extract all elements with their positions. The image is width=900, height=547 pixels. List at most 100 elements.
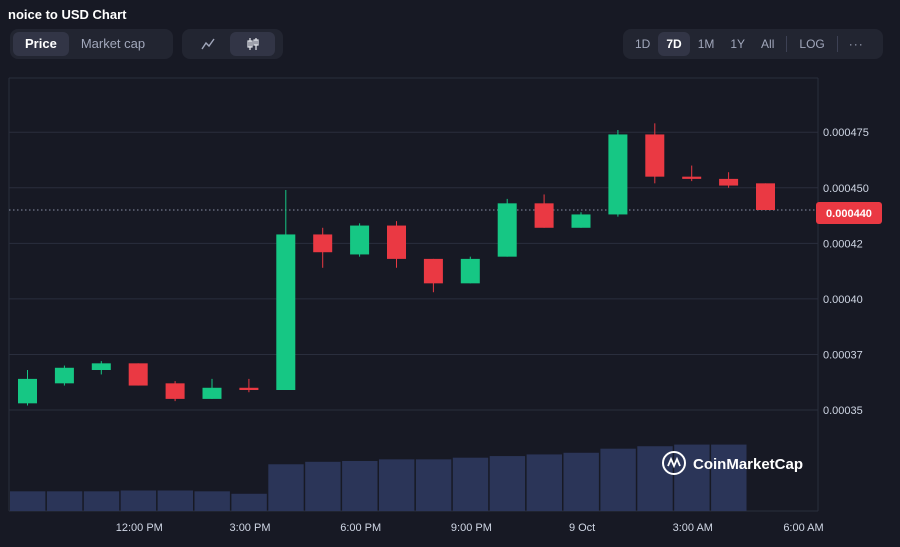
candle	[202, 378, 222, 399]
volume-bar	[120, 490, 157, 511]
candle	[460, 256, 480, 284]
x-tick-label: 12:00 PM	[116, 522, 163, 534]
candle-body	[202, 387, 222, 399]
chart-type-toggle	[182, 29, 283, 59]
candle-body	[165, 383, 185, 399]
candle-body	[313, 234, 333, 253]
watermark: CoinMarketCap	[662, 451, 803, 475]
candle-body	[18, 378, 37, 404]
volume-bar	[305, 461, 341, 511]
candle	[423, 258, 443, 293]
current-price-badge	[816, 202, 882, 224]
candlestick-chart-icon	[246, 38, 259, 50]
candle	[682, 165, 702, 182]
volume-bar	[268, 464, 304, 511]
volume-bar	[526, 454, 562, 511]
current-price-indicator: 0.000440	[816, 202, 882, 224]
candle-body	[497, 203, 517, 257]
candle	[239, 378, 259, 393]
candle	[645, 123, 665, 184]
x-tick-label: 6:00 PM	[340, 522, 381, 534]
range-1d-button[interactable]: 1D	[635, 37, 651, 51]
candle	[571, 212, 591, 228]
candle-body	[534, 203, 554, 228]
candle-body	[460, 258, 480, 284]
x-tick-label: 9 Oct	[569, 522, 595, 534]
x-tick-label: 3:00 AM	[673, 522, 713, 534]
candle-body	[239, 387, 259, 390]
volume-bar	[231, 493, 267, 511]
time-range-toggle: 1D 7D 1M 1Y All LOG ···	[623, 29, 883, 59]
axes: 0.000475 0.000450 0.00042 0.00040 0.00037 0.0…	[116, 127, 869, 534]
range-7d-button[interactable]: 7D	[658, 32, 690, 56]
candle	[18, 370, 37, 406]
line-chart-icon	[200, 38, 215, 50]
candle-body	[387, 225, 406, 259]
volume-bar	[46, 491, 83, 511]
coinmarketcap-logo-icon	[662, 451, 686, 475]
volume-bar	[563, 452, 599, 511]
candle-body	[54, 367, 74, 384]
volume-bar	[711, 444, 747, 511]
candle	[128, 363, 148, 386]
candle	[54, 365, 74, 386]
more-options-button[interactable]: ···	[848, 37, 864, 51]
volume-bar	[674, 444, 710, 511]
y-tick-label: 0.00035	[823, 405, 863, 417]
chart-title: noice to USD Chart	[8, 7, 127, 22]
candle	[91, 361, 111, 375]
candle-body	[350, 225, 370, 255]
y-tick-label: 0.000450	[823, 183, 869, 195]
y-tick-label: 0.00042	[823, 238, 863, 250]
volume-bar	[637, 446, 673, 511]
candle-body	[128, 363, 148, 386]
metric-toggle: Price Market cap	[10, 29, 173, 59]
candle-body	[571, 214, 591, 228]
candle-body	[91, 363, 111, 370]
volume-bars	[10, 444, 747, 511]
tab-market-cap[interactable]: Market cap	[80, 36, 146, 51]
volume-bar	[415, 459, 452, 511]
candle	[497, 198, 517, 257]
candlestick-chart-button[interactable]	[230, 32, 275, 56]
range-1y-button[interactable]: 1Y	[730, 37, 746, 51]
divider	[786, 36, 788, 52]
candle-body	[645, 134, 665, 177]
candle-body	[682, 176, 702, 179]
volume-bar	[10, 491, 46, 511]
volume-bar	[379, 459, 415, 511]
range-1m-button[interactable]: 1M	[697, 37, 715, 51]
divider	[836, 36, 838, 52]
x-tick-label: 6:00 AM	[783, 522, 823, 534]
tab-price[interactable]: Price	[13, 32, 69, 56]
volume-bar	[342, 460, 378, 511]
current-price-label: 0.000440	[826, 208, 872, 220]
candle	[608, 130, 628, 217]
log-scale-button[interactable]: LOG	[799, 37, 825, 51]
candlesticks	[18, 123, 775, 406]
candle	[165, 381, 185, 402]
candle-body	[608, 134, 628, 215]
candle	[534, 194, 554, 228]
candle	[350, 223, 370, 257]
candle	[719, 172, 739, 188]
volume-bar	[489, 456, 526, 511]
candle-body	[756, 183, 775, 210]
candle-body	[719, 178, 739, 186]
volume-bar	[157, 490, 193, 511]
candle	[276, 190, 296, 390]
volume-bar	[600, 448, 636, 511]
watermark-text: CoinMarketCap	[693, 456, 803, 473]
y-tick-label: 0.00037	[823, 349, 863, 361]
candle-body	[276, 234, 296, 390]
candle-body	[423, 258, 443, 284]
volume-bar	[452, 457, 489, 511]
line-chart-button[interactable]	[185, 32, 230, 56]
x-tick-label: 9:00 PM	[451, 522, 492, 534]
volume-bar	[83, 491, 120, 511]
x-tick-label: 3:00 PM	[230, 522, 271, 534]
y-tick-label: 0.00040	[823, 294, 863, 306]
candle	[313, 227, 333, 268]
range-all-button[interactable]: All	[761, 37, 775, 51]
